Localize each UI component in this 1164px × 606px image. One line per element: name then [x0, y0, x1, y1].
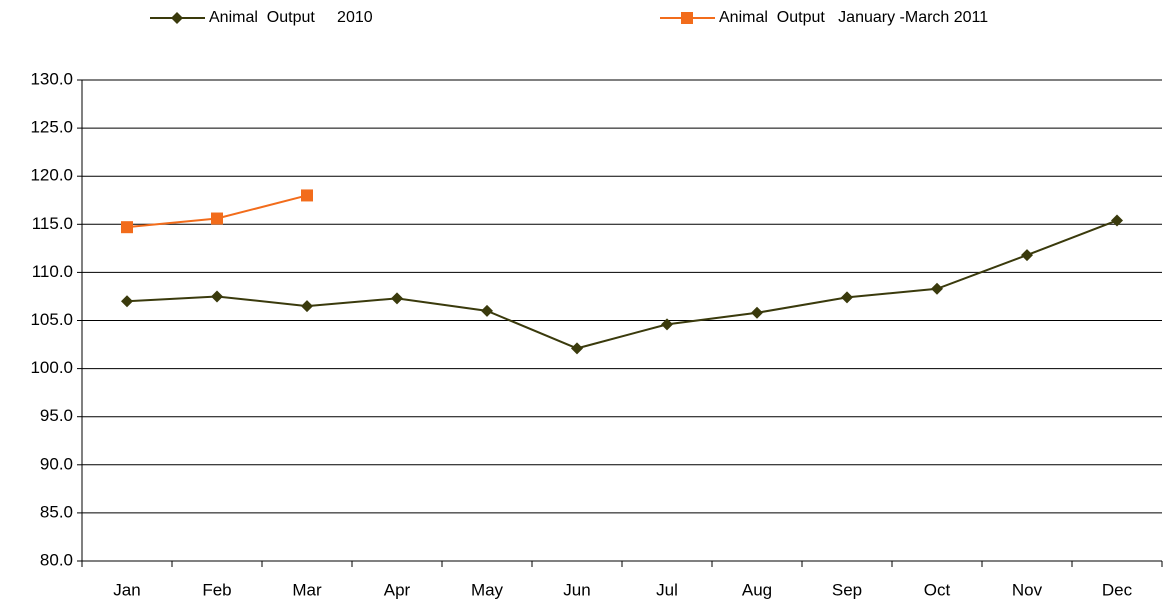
x-tick-label: Feb — [202, 580, 231, 599]
data-point — [301, 300, 313, 313]
data-point — [301, 189, 313, 202]
y-tick-label: 80.0 — [40, 550, 73, 569]
x-tick-label: Mar — [292, 580, 322, 599]
x-tick-label: Dec — [1102, 580, 1133, 599]
data-point — [211, 290, 223, 303]
y-tick-label: 120.0 — [30, 166, 73, 185]
data-point — [1111, 214, 1123, 227]
x-tick-label: Aug — [742, 580, 772, 599]
y-tick-label: 100.0 — [30, 358, 73, 377]
legend-marker — [681, 12, 693, 24]
x-tick-label: Oct — [924, 580, 951, 599]
series-line — [126, 219, 1118, 350]
y-tick-label: 105.0 — [30, 310, 73, 329]
data-point — [121, 295, 133, 308]
y-tick-label: 130.0 — [30, 69, 73, 88]
legend-label: Animal Output 2010 — [209, 9, 373, 26]
y-tick-label: 115.0 — [32, 214, 73, 233]
y-tick-label: 125.0 — [30, 118, 73, 137]
data-point — [211, 212, 223, 225]
x-tick-label: Sep — [832, 580, 862, 599]
x-tick-label: Nov — [1012, 580, 1043, 599]
data-point — [571, 342, 583, 355]
y-tick-label: 90.0 — [40, 454, 73, 473]
y-tick-label: 85.0 — [40, 502, 73, 521]
x-tick-label: Jun — [563, 580, 590, 599]
y-tick-label: 95.0 — [40, 406, 73, 425]
legend-label: Animal Output January -March 2011 — [719, 9, 988, 26]
data-point — [661, 318, 673, 331]
data-point — [1021, 249, 1033, 262]
data-point — [841, 291, 853, 304]
x-tick-label: Apr — [384, 580, 411, 599]
data-point — [751, 306, 763, 319]
data-point — [931, 282, 943, 295]
legend-marker — [171, 12, 183, 24]
data-point — [121, 221, 133, 234]
y-tick-label: 110.0 — [32, 262, 73, 281]
data-point — [391, 292, 403, 305]
x-tick-label: May — [471, 580, 504, 599]
x-tick-label: Jul — [656, 580, 678, 599]
x-tick-label: Jan — [113, 580, 140, 599]
data-point — [481, 304, 493, 317]
